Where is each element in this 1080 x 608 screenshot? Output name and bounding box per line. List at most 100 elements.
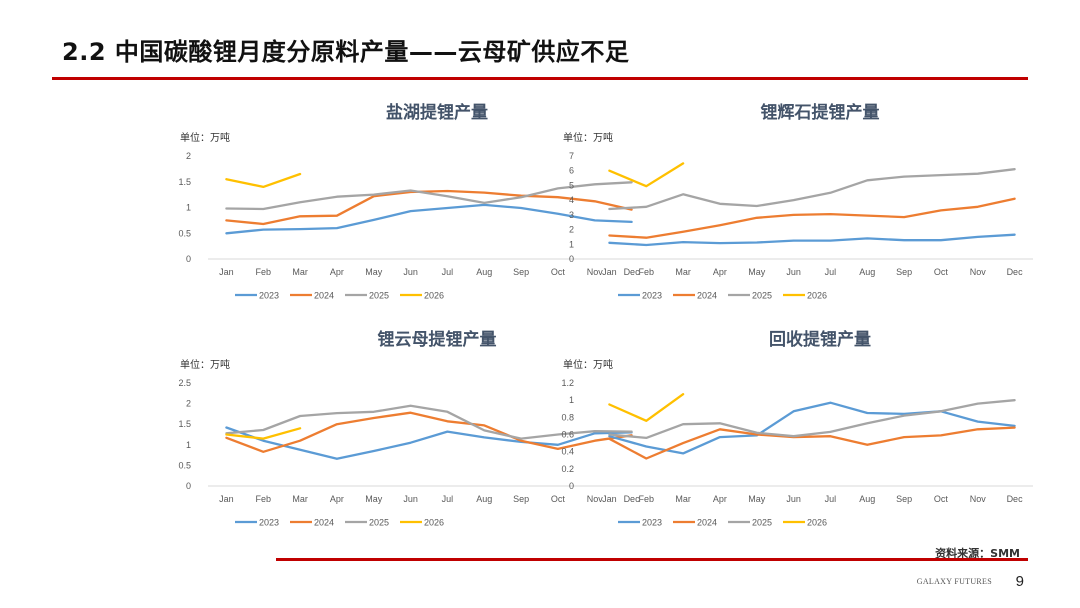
y-tick-label: 0.2	[561, 464, 574, 474]
legend-label: 2025	[752, 291, 772, 301]
x-tick-label: Oct	[551, 494, 566, 504]
x-tick-label: Feb	[255, 494, 271, 504]
legend-label: 2023	[642, 518, 662, 528]
x-tick-label: Jan	[602, 494, 617, 504]
legend-label: 2023	[259, 518, 279, 528]
x-tick-label: Jun	[786, 494, 801, 504]
y-tick-label: 1.5	[178, 177, 191, 187]
series-line-2024	[608, 197, 1016, 239]
x-tick-label: Feb	[255, 267, 271, 277]
x-tick-label: Jul	[442, 267, 454, 277]
chart-panel-spodumene: 锂辉石提锂产量 单位：万吨 0 1 2 3 4 5 6 7 Jan Feb Mar Apr May Jun Ju…	[543, 96, 1063, 311]
y-tick-label: 0.8	[561, 412, 574, 422]
legend-label: 2024	[314, 518, 334, 528]
x-tick-label: Dec	[1007, 267, 1024, 277]
x-tick-label: Oct	[551, 267, 566, 277]
y-tick-label: 6	[569, 166, 574, 176]
x-tick-label: Oct	[934, 267, 949, 277]
chart-title: 盐湖提锂产量	[386, 102, 488, 123]
chart-panel-lepidolite: 锂云母提锂产量 单位：万吨 0 0.5 1 1.5 2 2.5 Jan Feb Mar Apr May J…	[160, 323, 680, 538]
x-tick-label: Sep	[513, 494, 529, 504]
y-tick-label: 0	[186, 481, 191, 491]
x-tick-label: Mar	[675, 267, 691, 277]
series-line-2024	[225, 189, 633, 226]
x-tick-label: Mar	[292, 267, 308, 277]
series-line-2025	[225, 404, 633, 440]
legend-label: 2026	[807, 518, 827, 528]
legend-label: 2026	[424, 291, 444, 301]
x-tick-label: Apr	[330, 494, 344, 504]
x-tick-label: Nov	[587, 267, 604, 277]
x-tick-label: Apr	[330, 267, 344, 277]
legend-label: 2023	[259, 291, 279, 301]
chart-title: 锂云母提锂产量	[378, 329, 497, 350]
x-tick-label: Jan	[602, 267, 617, 277]
x-tick-label: Jun	[786, 267, 801, 277]
x-tick-label: Jan	[219, 267, 234, 277]
y-tick-label: 1	[569, 239, 574, 249]
bottom-rule	[276, 558, 1028, 561]
series-line-2023	[225, 426, 633, 460]
legend-label: 2025	[752, 518, 772, 528]
x-tick-label: Feb	[638, 267, 654, 277]
y-tick-label: 0.5	[178, 460, 191, 470]
chart-panel-recycling: 回收提锂产量 单位：万吨 0 0.2 0.4 0.6 0.8 1 1.2 Jan Feb Mar Apr…	[543, 323, 1063, 538]
legend-label: 2026	[424, 518, 444, 528]
legend-label: 2024	[697, 291, 717, 301]
chart-title: 回收提锂产量	[769, 329, 871, 350]
x-tick-label: May	[365, 267, 383, 277]
y-tick-label: 1.2	[561, 378, 574, 388]
x-tick-label: Oct	[934, 494, 949, 504]
y-tick-label: 1	[186, 203, 191, 213]
y-tick-label: 0	[186, 254, 191, 264]
series-line-2025	[608, 399, 1016, 440]
series-line-2026	[225, 172, 302, 189]
x-tick-label: Jun	[403, 267, 418, 277]
y-tick-label: 1.5	[178, 419, 191, 429]
source-note: 资料来源：SMM	[935, 547, 1020, 560]
page-title: 2.2 中国碳酸锂月度分原料产量——云母矿供应不足	[62, 38, 630, 66]
x-tick-label: Feb	[638, 494, 654, 504]
series-line-2023	[608, 233, 1016, 247]
y-tick-label: 4	[569, 195, 574, 205]
y-tick-label: 2	[186, 151, 191, 161]
legend-label: 2023	[642, 291, 662, 301]
x-tick-label: Aug	[476, 267, 492, 277]
legend-label: 2026	[807, 291, 827, 301]
x-tick-label: Jan	[219, 494, 234, 504]
x-tick-label: May	[748, 494, 766, 504]
legend-label: 2025	[369, 291, 389, 301]
unit-label: 单位：万吨	[180, 131, 230, 144]
series-line-2026	[608, 393, 685, 422]
x-tick-label: Jul	[442, 494, 454, 504]
y-tick-label: 1	[569, 395, 574, 405]
title-rule	[52, 77, 1028, 80]
y-tick-label: 0.5	[178, 228, 191, 238]
y-tick-label: 0.4	[561, 447, 574, 457]
x-tick-label: Dec	[624, 494, 641, 504]
legend-label: 2024	[314, 291, 334, 301]
y-tick-label: 2	[569, 225, 574, 235]
x-tick-label: Sep	[896, 494, 912, 504]
y-tick-label: 1	[186, 440, 191, 450]
series-line-2025	[225, 181, 633, 211]
x-tick-label: Mar	[292, 494, 308, 504]
y-tick-label: 5	[569, 180, 574, 190]
x-tick-label: May	[748, 267, 766, 277]
x-tick-label: Jun	[403, 494, 418, 504]
x-tick-label: Apr	[713, 494, 727, 504]
x-tick-label: Aug	[476, 494, 492, 504]
y-tick-label: 0	[569, 481, 574, 491]
y-tick-label: 2.5	[178, 378, 191, 388]
x-tick-label: Nov	[970, 494, 987, 504]
y-tick-label: 7	[569, 151, 574, 161]
x-tick-label: Jul	[825, 494, 837, 504]
series-line-2023	[225, 203, 633, 235]
y-tick-label: 0	[569, 254, 574, 264]
legend-label: 2025	[369, 518, 389, 528]
series-line-2023	[608, 401, 1016, 455]
x-tick-label: Nov	[587, 494, 604, 504]
